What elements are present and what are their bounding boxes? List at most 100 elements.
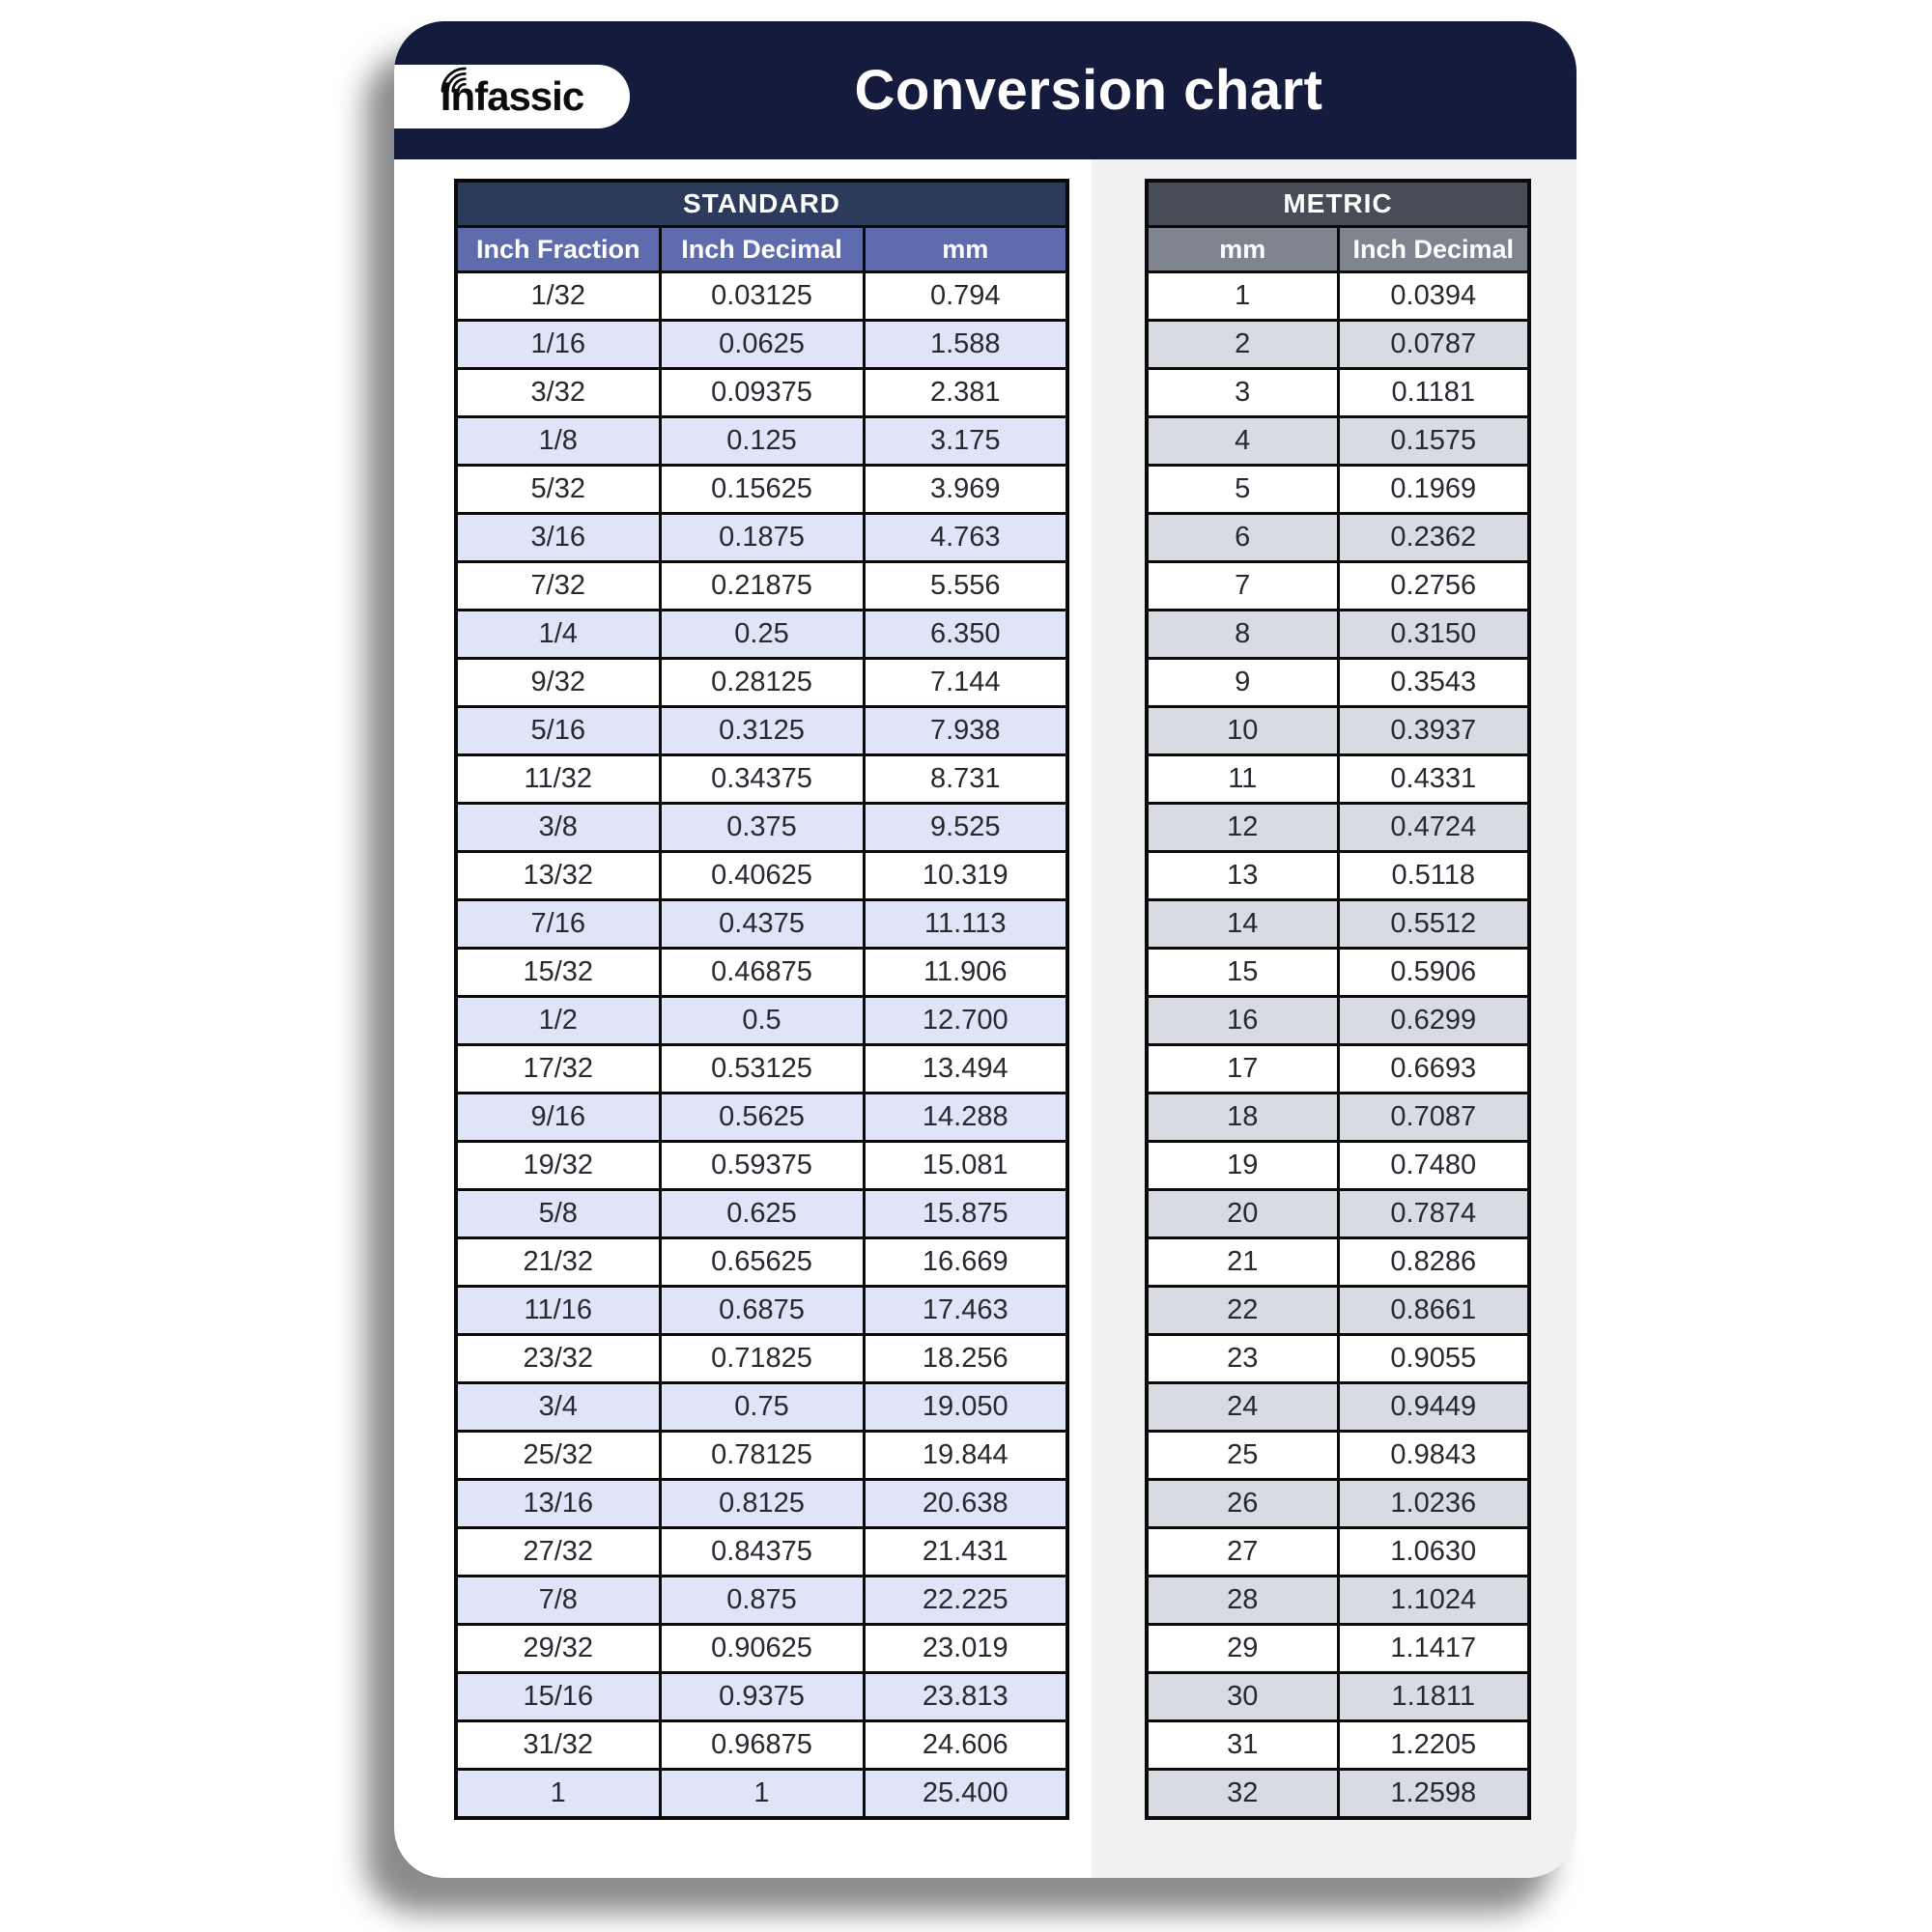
table-cell: 0.34375 [658,753,866,805]
table-cell: 10 [1145,705,1340,756]
table-cell: 0.65625 [658,1236,866,1288]
table-cell: 0.2756 [1336,560,1531,611]
table-cell: 0.8125 [658,1478,866,1529]
table-cell: 31 [1145,1719,1340,1771]
table-row: 10 0.3937 [1145,705,1531,756]
table-row: 5/16 0.3125 7.938 [454,705,1069,756]
table-cell: 0.9843 [1336,1430,1531,1481]
table-row: 1 1 25.400 [454,1768,1069,1820]
table-cell: 19/32 [454,1140,662,1191]
table-cell: 17.463 [862,1285,1069,1336]
table-cell: 0.75 [658,1381,866,1433]
table-row: 17/32 0.53125 13.494 [454,1043,1069,1094]
table-cell: 22.225 [862,1575,1069,1626]
table-cell: 22 [1145,1285,1340,1336]
table-cell: 14 [1145,898,1340,950]
table-cell: 7/32 [454,560,662,611]
conversion-chart-card: Infassic Conversion chart STANDARD Inch … [394,21,1577,1878]
table-row: 23/32 0.71825 18.256 [454,1333,1069,1384]
table-cell: 0.09375 [658,367,866,418]
table-cell: 4.763 [862,512,1069,563]
table-row: 31 1.2205 [1145,1719,1531,1771]
table-cell: 26 [1145,1478,1340,1529]
table-row: 6 0.2362 [1145,512,1531,563]
table-row: 4 0.1575 [1145,415,1531,467]
table-row: 7/32 0.21875 5.556 [454,560,1069,611]
table-row: 1/4 0.25 6.350 [454,609,1069,660]
table-row: 13/16 0.8125 20.638 [454,1478,1069,1529]
table-cell: 14.288 [862,1092,1069,1143]
standard-table-title: STANDARD [454,179,1069,228]
table-row: 8 0.3150 [1145,609,1531,660]
table-row: 7 0.2756 [1145,560,1531,611]
table-cell: 9/32 [454,657,662,708]
table-cell: 0.59375 [658,1140,866,1191]
table-cell: 0.71825 [658,1333,866,1384]
table-cell: 1/32 [454,270,662,322]
table-row: 15/32 0.46875 11.906 [454,947,1069,998]
standard-table: STANDARD Inch Fraction Inch Decimal mm 1… [454,179,1069,1820]
table-row: 5/32 0.15625 3.969 [454,464,1069,515]
table-cell: 27 [1145,1526,1340,1577]
table-cell: 18 [1145,1092,1340,1143]
table-cell: 1/2 [454,995,662,1046]
table-cell: 19.050 [862,1381,1069,1433]
table-cell: 3/8 [454,802,662,853]
table-row: 5 0.1969 [1145,464,1531,515]
table-row: 3/8 0.375 9.525 [454,802,1069,853]
table-cell: 0.3150 [1336,609,1531,660]
table-cell: 7 [1145,560,1340,611]
table-row: 7/16 0.4375 11.113 [454,898,1069,950]
table-cell: 30 [1145,1671,1340,1722]
table-cell: 1.0630 [1336,1526,1531,1577]
table-cell: 1 [1145,270,1340,322]
table-cell: 0.1575 [1336,415,1531,467]
table-cell: 1.2205 [1336,1719,1531,1771]
table-cell: 11/32 [454,753,662,805]
table-cell: 12 [1145,802,1340,853]
table-cell: 0.5 [658,995,866,1046]
table-cell: 3/16 [454,512,662,563]
table-cell: 0.375 [658,802,866,853]
table-row: 13 0.5118 [1145,850,1531,901]
table-cell: 32 [1145,1768,1340,1820]
page-title: Conversion chart [854,59,1323,122]
table-cell: 7/8 [454,1575,662,1626]
table-cell: 0.4331 [1336,753,1531,805]
column-header-mm: mm [1145,225,1340,273]
table-row: 9/32 0.28125 7.144 [454,657,1069,708]
metric-table: METRIC mm Inch Decimal 1 0.0394 2 0.0787 3 0.… [1145,179,1531,1820]
table-cell: 20 [1145,1188,1340,1239]
table-row: 14 0.5512 [1145,898,1531,950]
table-cell: 0.0394 [1336,270,1531,322]
table-cell: 1 [658,1768,866,1820]
table-row: 31/32 0.96875 24.606 [454,1719,1069,1771]
table-cell: 15.875 [862,1188,1069,1239]
table-cell: 0.4375 [658,898,866,950]
table-cell: 16 [1145,995,1340,1046]
table-cell: 0.96875 [658,1719,866,1771]
table-cell: 0.03125 [658,270,866,322]
table-cell: 0.6875 [658,1285,866,1336]
table-row: 21 0.8286 [1145,1236,1531,1288]
table-cell: 11 [1145,753,1340,805]
table-cell: 0.3543 [1336,657,1531,708]
standard-table-title-row: STANDARD [454,179,1069,228]
table-row: 28 1.1024 [1145,1575,1531,1626]
table-cell: 23.019 [862,1623,1069,1674]
table-cell: 21.431 [862,1526,1069,1577]
table-row: 11 0.4331 [1145,753,1531,805]
table-cell: 1.1024 [1336,1575,1531,1626]
table-cell: 16.669 [862,1236,1069,1288]
table-cell: 0.5512 [1336,898,1531,950]
table-cell: 0.40625 [658,850,866,901]
table-row: 17 0.6693 [1145,1043,1531,1094]
table-cell: 3/32 [454,367,662,418]
table-row: 7/8 0.875 22.225 [454,1575,1069,1626]
table-cell: 0.9055 [1336,1333,1531,1384]
table-row: 27 1.0630 [1145,1526,1531,1577]
table-cell: 31/32 [454,1719,662,1771]
column-header-inch-decimal: Inch Decimal [1336,225,1531,273]
table-row: 15/16 0.9375 23.813 [454,1671,1069,1722]
table-row: 13/32 0.40625 10.319 [454,850,1069,901]
